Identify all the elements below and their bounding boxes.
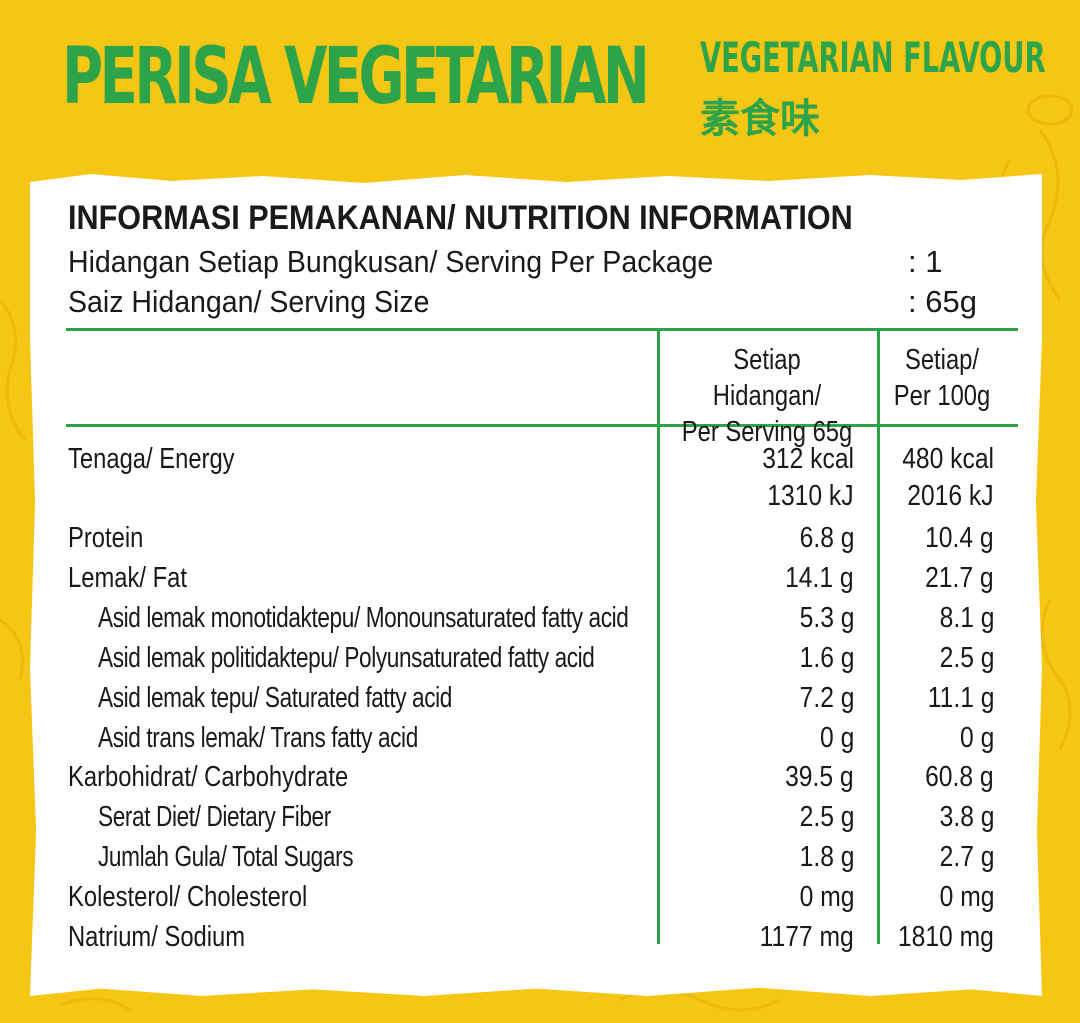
column-header-per-serving-line2: Per Serving 65g xyxy=(681,416,853,448)
nutrient-label: Protein xyxy=(68,522,144,554)
table-row: Tenaga/ Energy 312 kcal 480 kcal xyxy=(0,439,1080,479)
per-100g-value: 2.7 g xyxy=(939,841,994,873)
per-100g-value: 480 kcal xyxy=(902,443,994,475)
nutrient-label: Kolesterol/ Cholesterol xyxy=(68,881,308,913)
table-row: Protein 6.8 g 10.4 g xyxy=(0,518,1080,558)
table-row: Kolesterol/ Cholesterol 0 mg 0 mg xyxy=(0,877,1080,917)
per-100g-value: 10.4 g xyxy=(925,522,994,554)
per-serving-value: 1.6 g xyxy=(799,642,854,674)
table-row: Natrium/ Sodium 1177 mg 1810 mg xyxy=(0,917,1080,957)
nutrient-label: Asid lemak monotidaktepu/ Monounsaturate… xyxy=(98,602,629,634)
nutrient-label: Serat Diet/ Dietary Fiber xyxy=(98,801,331,833)
per-100g-value: 21.7 g xyxy=(925,562,994,594)
nutrient-label: Asid trans lemak/ Trans fatty acid xyxy=(98,722,418,754)
serving-size-label: Saiz Hidangan/ Serving Size xyxy=(68,284,430,319)
table-row: 1310 kJ 2016 kJ xyxy=(0,476,1080,516)
table-row: Asid trans lemak/ Trans fatty acid 0 g 0… xyxy=(0,718,1080,758)
table-top-rule xyxy=(66,328,1018,331)
flavour-title-malay: PERISA VEGETARIAN xyxy=(62,32,650,122)
nutrient-label: Lemak/ Fat xyxy=(68,562,187,594)
per-100g-value: 11.1 g xyxy=(927,682,994,714)
nutrient-label: Asid lemak politidaktepu/ Polyunsaturate… xyxy=(98,642,595,674)
per-serving-value: 6.8 g xyxy=(799,522,854,554)
table-row: Serat Diet/ Dietary Fiber 2.5 g 3.8 g xyxy=(0,797,1080,837)
servings-per-package-label: Hidangan Setiap Bungkusan/ Serving Per P… xyxy=(68,244,714,279)
per-serving-value: 14.1 g xyxy=(785,562,854,594)
per-serving-value: 7.2 g xyxy=(799,682,854,714)
per-serving-value: 312 kcal xyxy=(762,443,854,475)
per-100g-value: 2.5 g xyxy=(939,642,994,674)
per-serving-value: 5.3 g xyxy=(799,602,854,634)
per-100g-value: 1810 mg xyxy=(898,921,994,953)
nutrition-panel xyxy=(30,174,1042,996)
table-row: Jumlah Gula/ Total Sugars 1.8 g 2.7 g xyxy=(0,837,1080,877)
flavour-title-english: VEGETARIAN FLAVOUR xyxy=(700,33,1046,82)
servings-per-package-value: : 1 xyxy=(908,244,943,279)
column-header-per-100g-line1: Setiap/ xyxy=(904,344,980,376)
table-row: Asid lemak politidaktepu/ Polyunsaturate… xyxy=(0,638,1080,678)
column-divider-1 xyxy=(657,330,660,944)
table-row: Lemak/ Fat 14.1 g 21.7 g xyxy=(0,558,1080,598)
per-serving-value: 1177 mg xyxy=(759,921,854,953)
nutrient-label: Karbohidrat/ Carbohydrate xyxy=(68,761,349,793)
per-100g-value: 2016 kJ xyxy=(907,480,994,512)
nutrient-label: Natrium/ Sodium xyxy=(68,921,246,953)
per-100g-value: 8.1 g xyxy=(939,602,994,634)
table-row: Asid lemak monotidaktepu/ Monounsaturate… xyxy=(0,598,1080,638)
column-header-per-serving: Setiap Hidangan/ Per Serving 65g xyxy=(681,342,853,450)
per-100g-value: 0 mg xyxy=(939,881,994,913)
flavour-title-chinese: 素食味 xyxy=(700,96,820,142)
table-row: Karbohidrat/ Carbohydrate 39.5 g 60.8 g xyxy=(0,757,1080,797)
column-divider-2 xyxy=(877,330,880,944)
per-serving-value: 39.5 g xyxy=(785,761,854,793)
nutrient-label: Jumlah Gula/ Total Sugars xyxy=(98,841,354,873)
per-serving-value: 2.5 g xyxy=(799,801,854,833)
per-serving-value: 0 g xyxy=(819,722,854,754)
per-serving-value: 1310 kJ xyxy=(767,480,854,512)
column-header-per-100g-line2: Per 100g xyxy=(893,380,991,412)
per-serving-value: 1.8 g xyxy=(799,841,854,873)
per-100g-value: 3.8 g xyxy=(939,801,994,833)
serving-size-value: : 65g xyxy=(908,284,977,319)
nutrition-heading: INFORMASI PEMAKANAN/ NUTRITION INFORMATI… xyxy=(68,199,853,237)
nutrient-label: Asid lemak tepu/ Saturated fatty acid xyxy=(98,682,452,714)
per-100g-value: 60.8 g xyxy=(925,761,994,793)
per-100g-value: 0 g xyxy=(959,722,994,754)
table-header-rule xyxy=(66,424,1018,427)
nutrient-label: Tenaga/ Energy xyxy=(68,443,235,475)
table-row: Asid lemak tepu/ Saturated fatty acid 7.… xyxy=(0,678,1080,718)
column-header-per-serving-line1: Setiap Hidangan/ xyxy=(712,344,822,412)
column-header-per-100g: Setiap/ Per 100g xyxy=(893,342,991,414)
per-serving-value: 0 mg xyxy=(799,881,854,913)
